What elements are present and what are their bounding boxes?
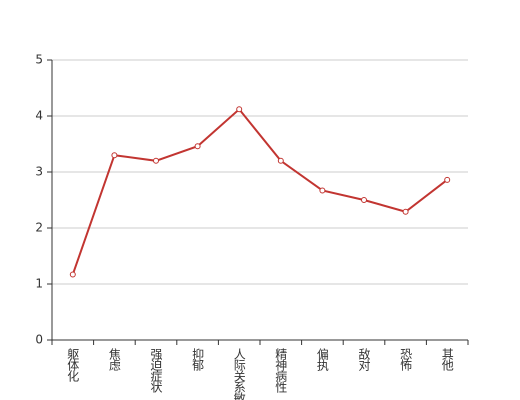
point <box>361 197 367 203</box>
point <box>402 208 409 215</box>
y-tick-label: 4 <box>35 109 43 123</box>
x-tick-label: 其他 <box>440 348 454 371</box>
point <box>319 187 326 194</box>
line <box>71 107 448 275</box>
x-tick-label: 精神病性 <box>274 348 288 394</box>
point <box>153 157 159 164</box>
point <box>194 143 201 150</box>
x-tick-label: 敌对 <box>357 347 371 371</box>
point <box>444 176 451 183</box>
y-tick-label: 5 <box>35 53 43 67</box>
point <box>277 157 284 164</box>
x-tick-label: 偏执 <box>315 347 329 372</box>
point <box>69 271 76 278</box>
x-tick-label: 抑郁 <box>191 347 205 372</box>
y-tick-label: 1 <box>35 277 43 291</box>
x-tick-label: 强迫症状 <box>149 348 163 393</box>
y-tick-label: 2 <box>35 221 43 235</box>
y-tick-label: 0 <box>35 333 43 347</box>
x-tick-label: 人际关系敏感 <box>232 348 246 400</box>
point <box>236 106 243 113</box>
y-tick-label: 3 <box>35 165 43 179</box>
x-tick-label: 焦虑 <box>107 348 121 371</box>
x-tick-label: 恐怖 <box>399 348 413 371</box>
x-tick-label: 躯体化 <box>66 347 80 383</box>
point <box>111 152 118 159</box>
